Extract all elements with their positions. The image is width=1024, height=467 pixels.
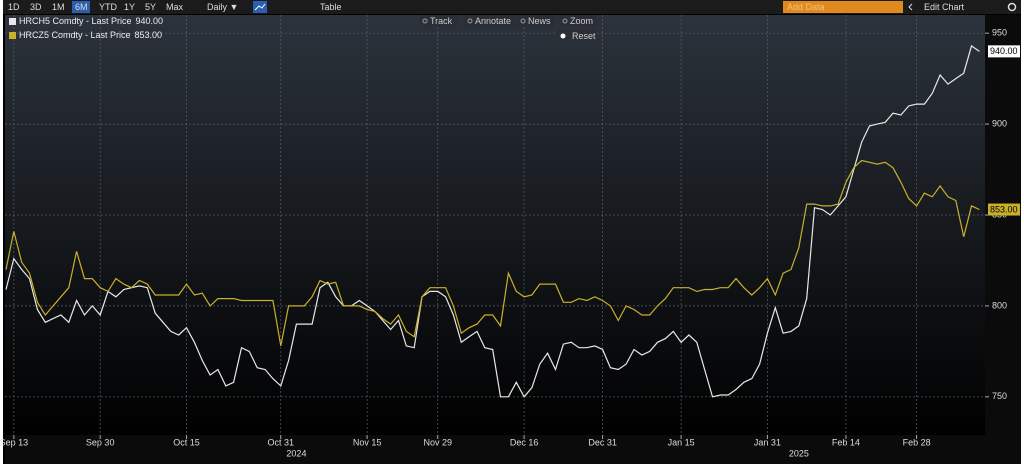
reset-bg[interactable]: [557, 30, 597, 42]
y-tick-label: 800: [992, 300, 1007, 310]
add-data[interactable]: Add Data: [787, 2, 825, 12]
range-button[interactable]: Max: [166, 2, 184, 12]
tool-button[interactable]: News: [528, 16, 551, 26]
legend-name: HRCH5 Comdty - Last Price: [19, 16, 132, 26]
x-tick-label: Dec 31: [588, 437, 617, 447]
x-tick-label: Jan 15: [668, 437, 695, 447]
x-tick-label: Feb 14: [832, 437, 860, 447]
range-button[interactable]: YTD: [99, 2, 118, 12]
x-tick-label: Jan 31: [754, 437, 781, 447]
price-line: [5, 159, 980, 347]
y-tick-label: 950: [992, 28, 1007, 38]
tool-icon: [467, 18, 473, 24]
y-tick-label: 750: [992, 391, 1007, 401]
add-data-box[interactable]: [783, 1, 903, 13]
reset[interactable]: Reset: [572, 31, 596, 41]
last-price-label: 940.00: [990, 46, 1018, 56]
range-button[interactable]: 1D: [8, 2, 20, 12]
settings-icon[interactable]: [1007, 2, 1017, 12]
price-line: [5, 44, 980, 398]
x-axis-strip: [5, 435, 1021, 464]
interval[interactable]: Daily ▼: [207, 2, 238, 12]
y-axis-strip: [985, 15, 1021, 435]
range-button[interactable]: 6M: [75, 2, 88, 12]
tool-icon: [562, 18, 568, 24]
reset-icon: [560, 33, 566, 39]
x-tick-label: Sep 13: [0, 437, 28, 447]
range-button[interactable]: 3D: [30, 2, 42, 12]
x-tick-label: Oct 15: [173, 437, 200, 447]
legend-name: HRCZ5 Comdty - Last Price: [19, 30, 131, 40]
chart-type-glyph: [254, 3, 266, 11]
plot-area: [5, 15, 985, 435]
tool-button[interactable]: Zoom: [570, 16, 593, 26]
x-tick-label: Oct 31: [267, 437, 294, 447]
last-price-tag: [988, 45, 1020, 58]
x-tick-label: Sep 30: [86, 437, 115, 447]
legend-swatch: [9, 32, 16, 39]
y-tick-label: 900: [992, 118, 1007, 128]
legend-value: 853.00: [135, 30, 163, 40]
range-button[interactable]: 1Y: [124, 2, 135, 12]
year-label: 2024: [286, 448, 306, 458]
legend-swatch: [9, 18, 16, 25]
tool-icon: [422, 18, 428, 24]
table[interactable]: Table: [320, 2, 342, 12]
tool-button[interactable]: Annotate: [475, 16, 511, 26]
edit-chart[interactable]: Edit Chart: [924, 2, 965, 12]
active-range-bg: [72, 1, 90, 13]
tool-button-bg[interactable]: [517, 15, 555, 27]
last-price-label: 853.00: [990, 204, 1018, 214]
x-tick-label: Nov 29: [423, 437, 452, 447]
tool-button[interactable]: Track: [430, 16, 453, 26]
tool-button-bg[interactable]: [419, 15, 457, 27]
x-tick-label: Dec 16: [510, 437, 539, 447]
tool-button-bg[interactable]: [464, 15, 516, 27]
x-tick-label: Feb 28: [903, 437, 931, 447]
last-price-tag: [988, 203, 1020, 216]
year-label: 2025: [789, 448, 809, 458]
x-tick-label: Nov 15: [353, 437, 382, 447]
legend-entry: HRCZ5 Comdty - Last Price 853.00: [19, 30, 162, 40]
legend-entry: HRCH5 Comdty - Last Price 940.00: [19, 16, 163, 26]
tool-icon: [520, 18, 526, 24]
range-button[interactable]: 1M: [52, 2, 65, 12]
range-button[interactable]: 5Y: [145, 2, 156, 12]
legend-value: 940.00: [136, 16, 164, 26]
tool-button-bg[interactable]: [559, 15, 597, 27]
collapse-icon[interactable]: [908, 3, 913, 11]
